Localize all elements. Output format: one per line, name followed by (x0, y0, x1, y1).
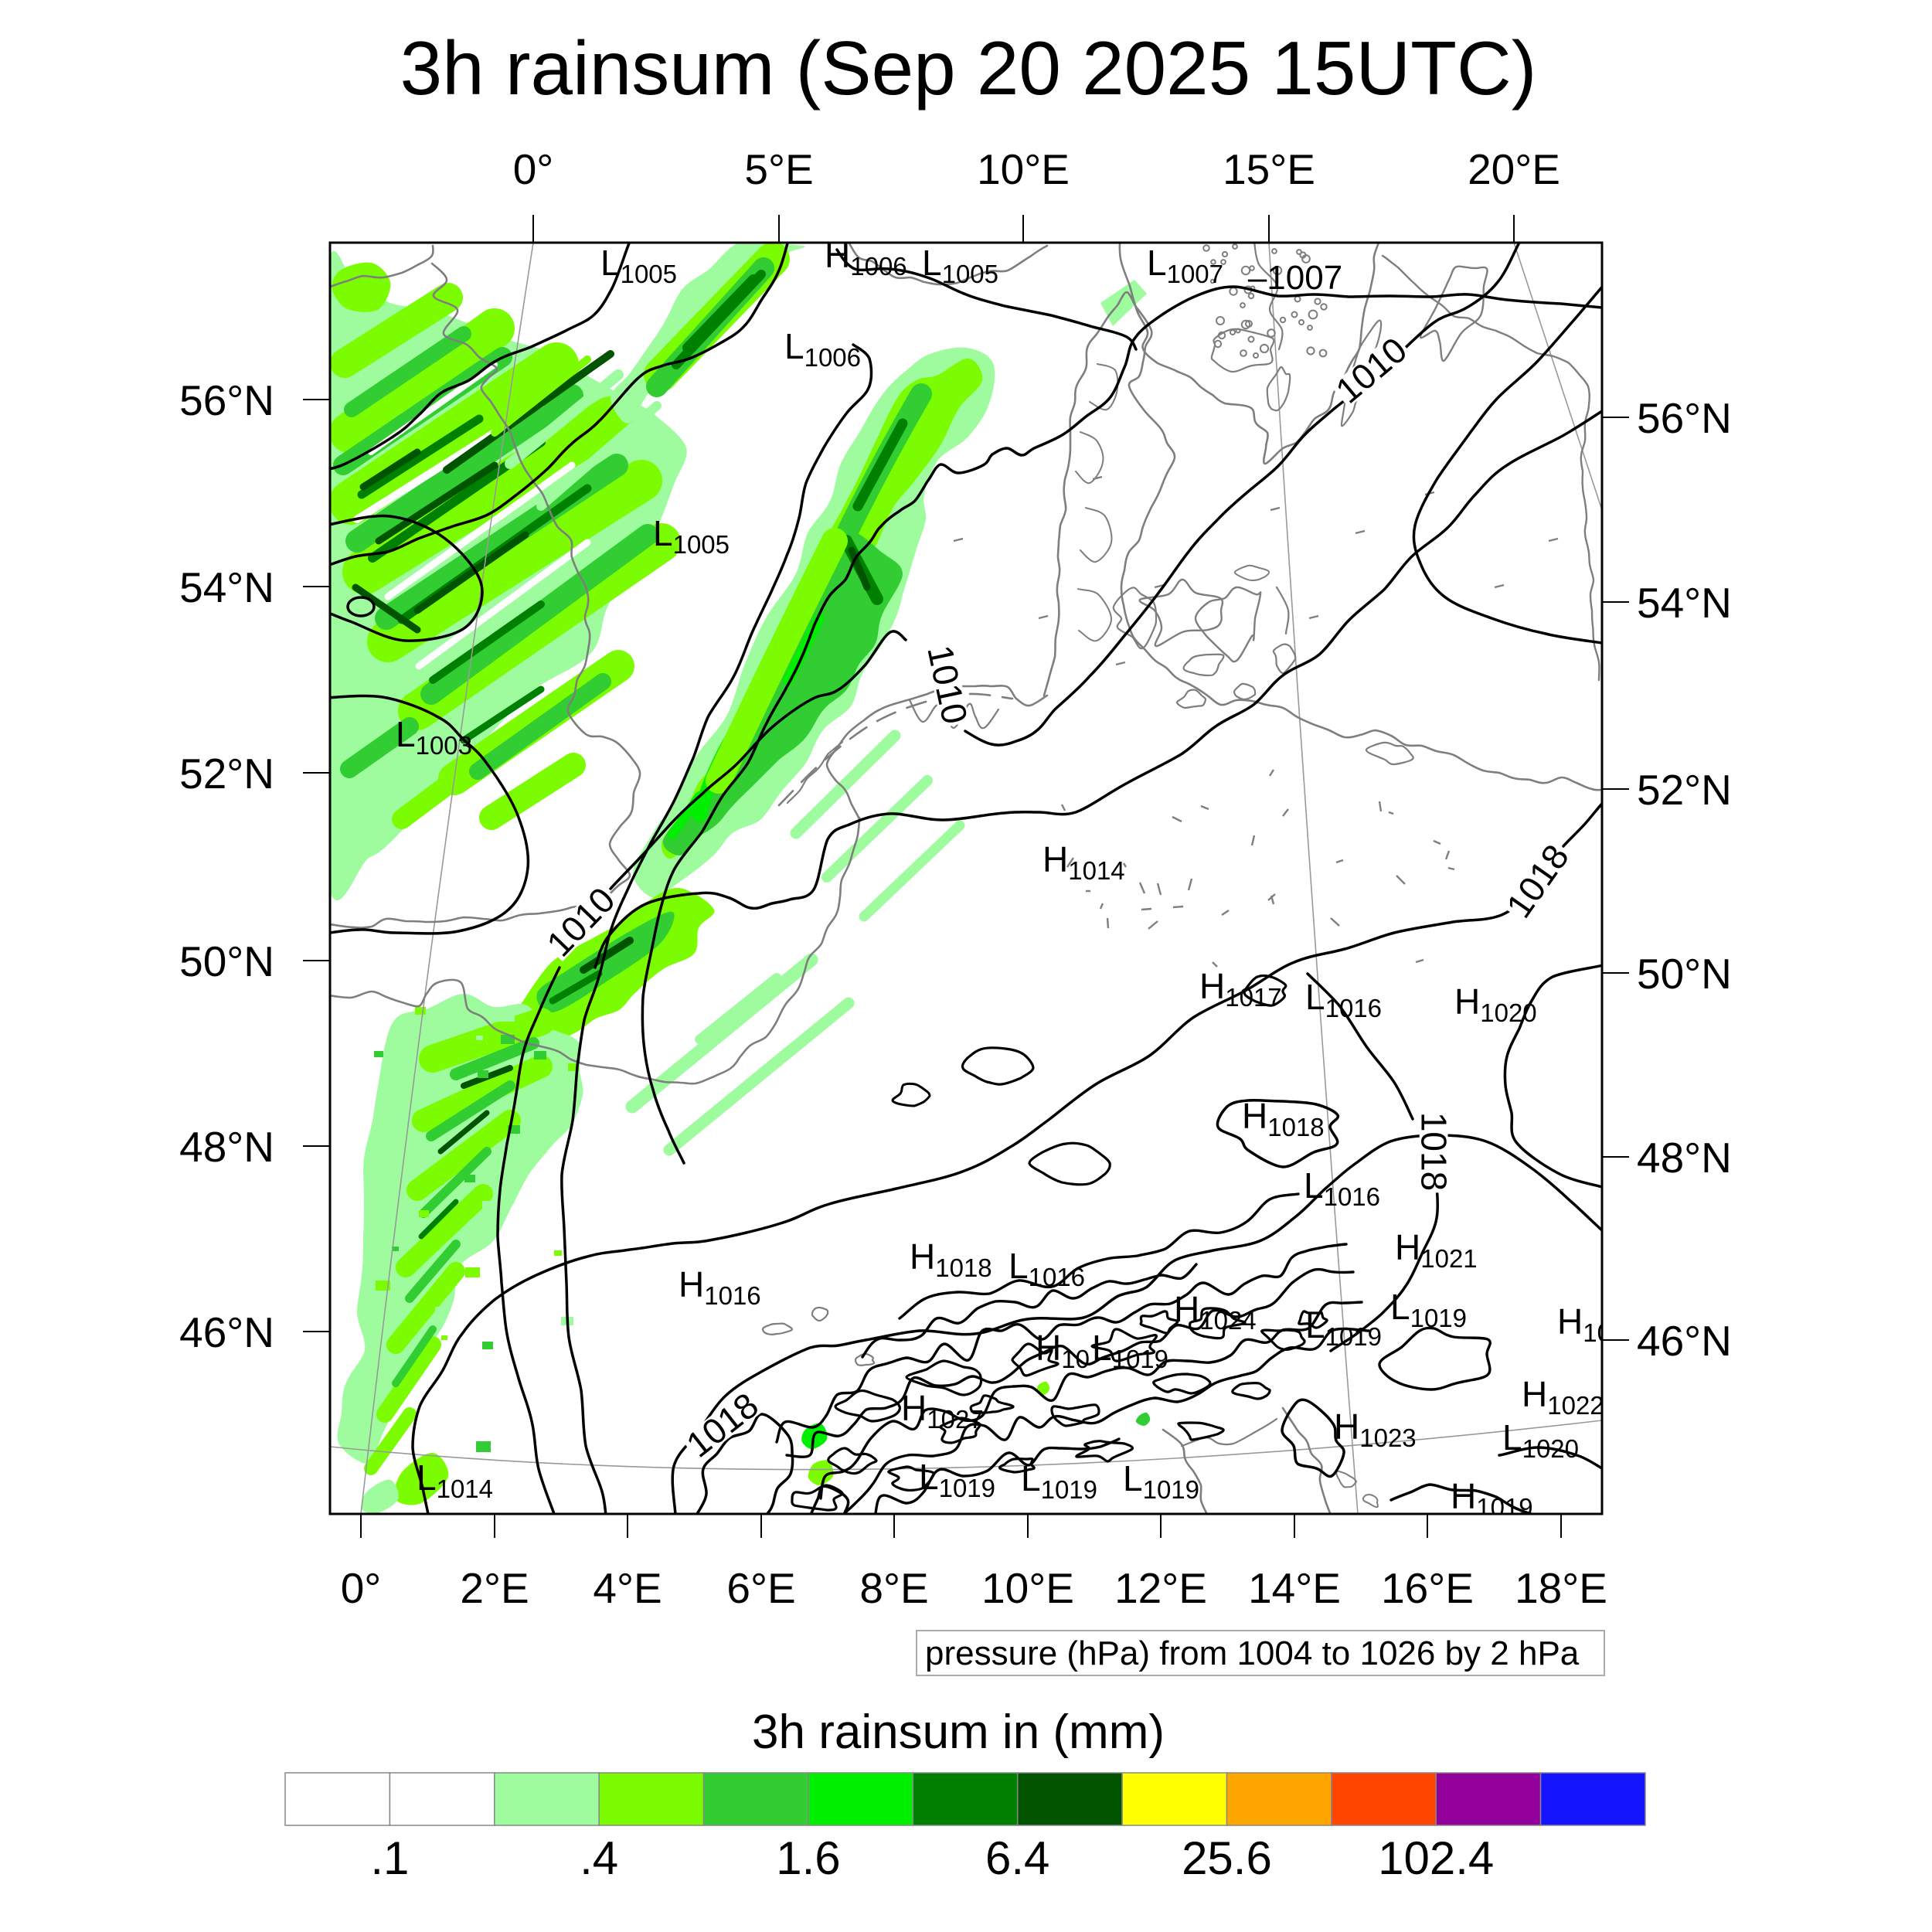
svg-text:3h rainsum in (mm): 3h rainsum in (mm) (752, 1706, 1165, 1759)
svg-text:0°: 0° (341, 1564, 382, 1612)
svg-text:52°N: 52°N (1637, 766, 1732, 814)
svg-text:0°: 0° (513, 145, 554, 193)
svg-text:6°E: 6°E (726, 1564, 795, 1612)
svg-text:56°N: 56°N (1637, 394, 1732, 442)
svg-text:46°N: 46°N (1637, 1317, 1732, 1365)
svg-text:50°N: 50°N (1637, 950, 1732, 998)
svg-text:H1018: H1018 (1242, 1096, 1325, 1141)
svg-text:3h rainsum (Sep 20 2025 15UTC): 3h rainsum (Sep 20 2025 15UTC) (400, 26, 1537, 111)
svg-text:2°E: 2°E (460, 1564, 529, 1612)
svg-text:20°E: 20°E (1468, 145, 1560, 193)
svg-text:102.4: 102.4 (1378, 1832, 1494, 1884)
svg-text:L1006: L1006 (784, 326, 861, 372)
svg-text:10°E: 10°E (981, 1564, 1074, 1612)
svg-text:52°N: 52°N (179, 750, 274, 798)
svg-text:54°N: 54°N (1637, 579, 1732, 627)
svg-text:5°E: 5°E (744, 145, 813, 193)
svg-text:–1007: –1007 (1248, 259, 1342, 297)
svg-text:48°N: 48°N (179, 1123, 274, 1171)
svg-text:12°E: 12°E (1114, 1564, 1207, 1612)
svg-text:14°E: 14°E (1248, 1564, 1341, 1612)
svg-text:54°N: 54°N (179, 563, 274, 611)
svg-text:pressure (hPa) from 1004 to 10: pressure (hPa) from 1004 to 1026 by 2 hP… (925, 1634, 1580, 1672)
svg-text:16°E: 16°E (1381, 1564, 1474, 1612)
svg-text:8°E: 8°E (859, 1564, 928, 1612)
svg-text:46°N: 46°N (179, 1308, 274, 1356)
svg-text:25.6: 25.6 (1182, 1832, 1272, 1884)
svg-text:1018: 1018 (1413, 1112, 1454, 1191)
svg-text:48°N: 48°N (1637, 1134, 1732, 1182)
svg-text:L1005: L1005 (922, 243, 998, 288)
svg-text:6.4: 6.4 (985, 1832, 1049, 1884)
svg-text:50°N: 50°N (179, 937, 274, 985)
svg-text:56°N: 56°N (179, 376, 274, 424)
svg-text:H1017: H1017 (1199, 966, 1282, 1012)
svg-text:4°E: 4°E (593, 1564, 662, 1612)
svg-text:1.6: 1.6 (776, 1832, 840, 1884)
svg-text:L1003: L1003 (396, 714, 472, 760)
svg-text:.4: .4 (580, 1832, 618, 1884)
svg-text:.1: .1 (370, 1832, 409, 1884)
svg-text:10°E: 10°E (977, 145, 1070, 193)
svg-text:15°E: 15°E (1223, 145, 1315, 193)
svg-text:18°E: 18°E (1515, 1564, 1607, 1612)
